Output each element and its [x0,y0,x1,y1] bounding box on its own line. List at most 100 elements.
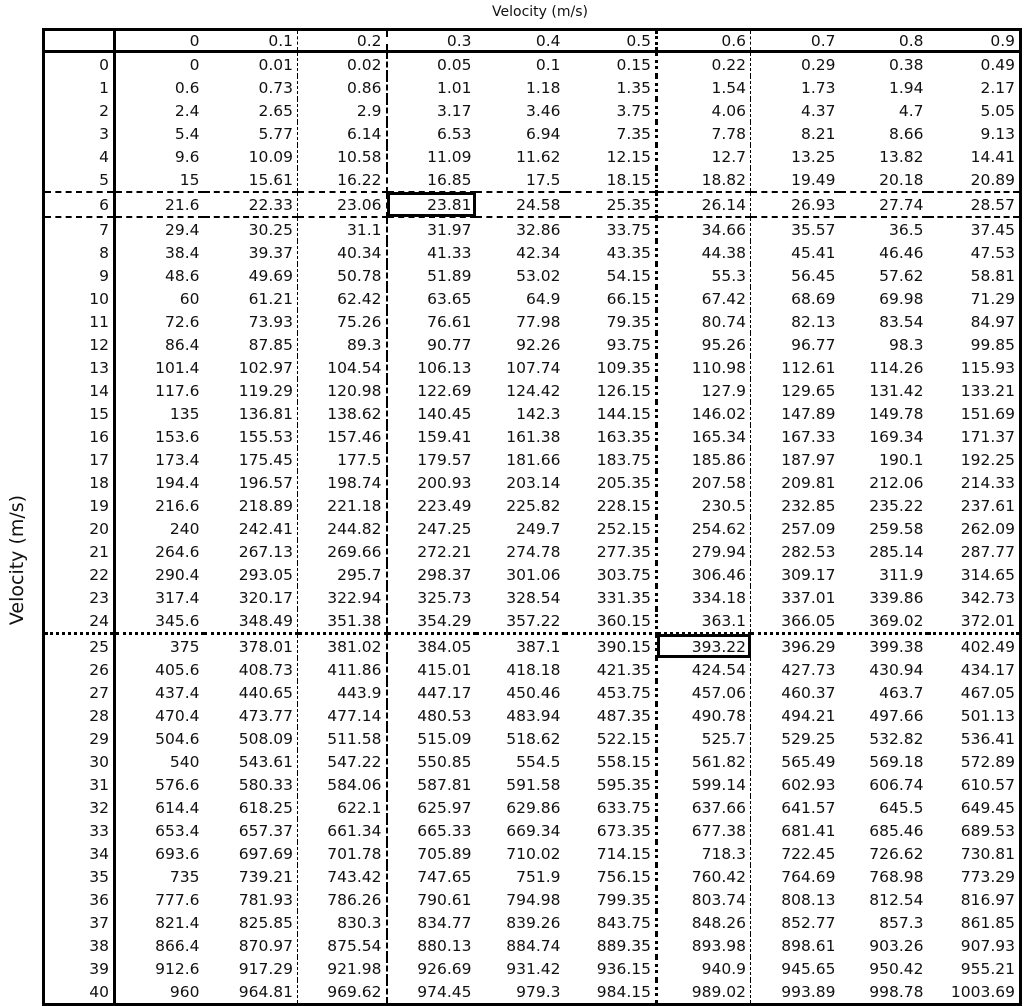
table-cell: 1.54 [656,76,751,99]
table-cell: 11.62 [516,147,561,166]
table-cell: 264.6 [155,542,200,561]
table-cell: 55.3 [656,264,751,287]
table-cell: 58.81 [970,266,1015,285]
table-cell: 16.22 [297,168,388,193]
table-cell: 117.6 [155,381,200,400]
table-cell: 342.73 [960,588,1015,607]
table-cell: 3.46 [525,101,561,120]
table-cell: 629.86 [506,798,561,817]
table-cell: 993.89 [781,982,836,1001]
table-row: 6 21.6 22.33 23.06 23.81 24.58 25.35 26.14 26.93… [43,192,1021,218]
table-cell: 773.29 [960,867,1015,886]
table-cell: 183.75 [564,448,658,471]
table-cell: 147.89 [781,404,836,423]
table-cell: 181.66 [506,450,561,469]
table-row: 3 5.4 5.77 6.14 6.53 6.94 7.35 7.78 8.21 8.66 9.13 [43,122,1021,145]
row-header: 6 [43,192,116,218]
table-cell: 950.42 [869,959,924,978]
table-cell: 633.75 [564,796,658,819]
table-cell: 228.15 [564,494,658,517]
table-row: 10 60 61.21 62.42 63.65 64.9 66.15 67.42 68.69 69… [43,287,1021,310]
table-cell: 95.26 [656,333,751,356]
table-cell: 87.85 [203,333,298,356]
table-cell: 185.86 [656,448,751,471]
table-cell: 287.77 [960,542,1015,561]
table-cell: 936.15 [564,957,658,980]
table-cell: 921.98 [297,957,388,980]
table-cell: 254.62 [656,517,751,540]
table-cell: 408.73 [203,658,298,681]
table-cell: 504.6 [155,729,200,748]
table-cell: 72.6 [164,312,200,331]
corner-cell [43,29,116,53]
table-cell: 179.57 [417,450,472,469]
table-cell: 119.29 [203,379,298,402]
table-cell: 907.93 [960,936,1015,955]
table-cell: 599.14 [656,773,751,796]
table-cell: 926.69 [417,959,472,978]
table-cell: 532.82 [869,729,924,748]
table-cell: 964.81 [203,980,298,1005]
table-cell: 6.94 [525,124,561,143]
column-header: 0.1 [203,29,298,53]
table-cell: 360.15 [564,609,658,635]
table-cell: 437.4 [155,683,200,702]
table-cell: 225.82 [506,496,561,515]
table-cell: 25.35 [564,192,658,218]
table-row: 33 653.4 657.37 661.34 665.33 669.34 673.35 677… [43,819,1021,842]
row-header: 22 [43,563,116,586]
table-cell: 443.9 [297,681,388,704]
table-cell: 334.18 [656,586,751,609]
table-cell: 40.34 [297,241,388,264]
table-cell: 198.74 [297,471,388,494]
row-header: 24 [43,609,116,635]
column-header: 0.3 [386,29,476,53]
table-cell: 133.21 [960,381,1015,400]
table-cell: 677.38 [656,819,751,842]
table-row: 5 15 15.61 16.22 16.85 17.5 18.15 18.82 19.49 20.… [43,168,1021,193]
table-cell: 15.61 [203,168,298,193]
table-cell: 515.09 [417,729,472,748]
table-cell: 354.29 [386,609,476,635]
table-cell: 369.02 [839,609,928,635]
table-cell: 641.57 [781,798,836,817]
table-cell: 293.05 [203,563,298,586]
table-cell: 1.18 [525,78,561,97]
table-cell: 331.35 [564,586,658,609]
table-cell: 135 [169,404,200,423]
table-cell: 196.57 [203,471,298,494]
table-cell: 645.5 [879,798,924,817]
table-cell: 177.5 [297,448,388,471]
table-cell: 317.4 [155,588,200,607]
table-cell: 6.53 [436,124,472,143]
table-cell: 861.85 [960,913,1015,932]
column-header: 0.4 [475,29,565,53]
table-cell: 511.58 [297,727,388,750]
table-cell: 43.35 [564,241,658,264]
table-cell: 107.74 [506,358,561,377]
table-cell: 131.42 [869,381,924,400]
table-cell: 50.78 [297,264,388,287]
table-cell: 309.17 [781,565,836,584]
table-cell: 39.37 [203,241,298,264]
table-cell: 203.14 [506,473,561,492]
table-cell: 705.89 [417,844,472,863]
table-cell: 320.17 [203,586,298,609]
table-cell: 427.73 [781,660,836,679]
table-cell: 565.49 [781,752,836,771]
table-cell: 945.65 [781,959,836,978]
table-cell: 743.42 [297,865,388,888]
table-cell: 109.35 [564,356,658,379]
table-cell: 92.26 [516,335,561,354]
table-cell: 290.4 [155,565,200,584]
table-cell: 89.3 [297,333,388,356]
table-cell: 106.13 [417,358,472,377]
table-cell: 114.26 [869,358,924,377]
table-cell: 1003.69 [950,982,1015,1001]
table-cell: 960 [169,982,200,1001]
table-row: 28 470.4 473.77 477.14 480.53 483.94 487.35 490… [43,704,1021,727]
table-cell: 450.46 [506,683,561,702]
table-cell: 726.62 [869,844,924,863]
table-cell: 9.6 [174,147,200,166]
table-cell: 424.54 [656,658,751,681]
